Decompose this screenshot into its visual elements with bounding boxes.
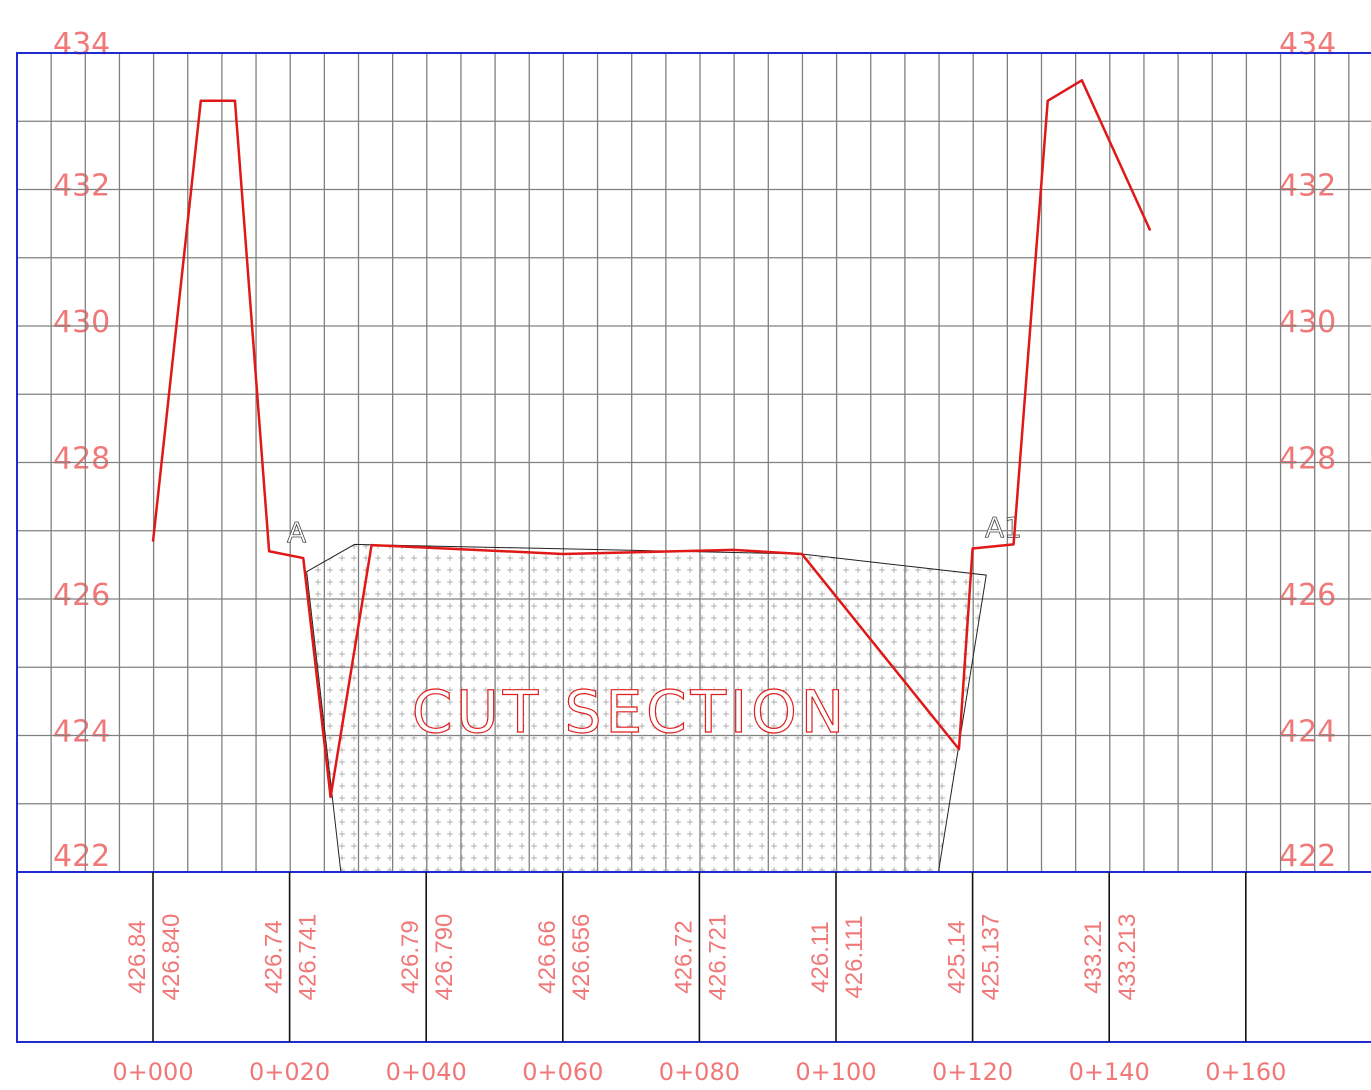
chainage-tick-label: 0+020 (249, 1058, 330, 1086)
cut-section-label: CUT SECTION (412, 678, 848, 746)
elevation-table-frame (16, 871, 1371, 1043)
design-elevation-label: 426.111 (841, 915, 868, 998)
elevation-tick-label: 426 (1279, 578, 1336, 613)
existing-elevation-label: 426.66 (534, 920, 561, 993)
elevation-tick-label: 432 (53, 169, 110, 204)
elevation-tick-label: 428 (1279, 442, 1336, 477)
design-elevation-label: 426.840 (158, 914, 185, 1001)
chainage-tick-label: 0+160 (1205, 1058, 1286, 1086)
elevation-table: 426.84 426.840 426.74 426.741 426.79 426.790 4… (16, 871, 1371, 1043)
elevation-tick-label: 434 (1279, 27, 1336, 62)
chainage-labels: 0+000 0+020 0+040 0+060 0+080 0+100 0+120 0+140… (112, 1058, 1286, 1086)
existing-elevation-label: 426.79 (397, 920, 424, 993)
chainage-tick-label: 0+100 (795, 1058, 876, 1086)
existing-elevation-label: 426.72 (670, 920, 697, 993)
chainage-tick-label: 0+140 (1069, 1058, 1150, 1086)
point-label-a: A (287, 516, 306, 549)
table-values: 426.84 426.840 426.74 426.741 426.79 426.790 4… (124, 914, 1141, 1001)
existing-elevation-label: 433.21 (1080, 920, 1107, 993)
design-elevation-label: 426.741 (295, 914, 322, 1001)
chainage-tick-label: 0+060 (522, 1058, 603, 1086)
design-elevation-label: 426.790 (431, 914, 458, 1001)
chainage-tick-label: 0+000 (112, 1058, 193, 1086)
table-dividers (152, 872, 1247, 1042)
elevation-tick-label: 428 (53, 442, 110, 477)
elevation-tick-label: 430 (1279, 305, 1336, 340)
elevation-labels-left: 434 432 430 428 426 424 422 (53, 27, 110, 874)
elevation-tick-label: 424 (53, 715, 110, 750)
design-elevation-label: 433.213 (1114, 914, 1141, 1001)
design-elevation-label: 425.137 (978, 914, 1005, 1001)
elevation-tick-label: 424 (1279, 715, 1336, 750)
elevation-tick-label: 422 (1279, 839, 1336, 874)
elevation-tick-label: 426 (53, 578, 110, 613)
design-elevation-label: 426.656 (568, 914, 595, 1001)
elevation-tick-label: 430 (53, 305, 110, 340)
elevation-tick-label: 422 (53, 839, 110, 874)
ground-profile-line (151, 79, 1152, 799)
elevation-labels-right: 434 432 430 428 426 424 422 (1279, 27, 1336, 874)
design-elevation-label: 426.721 (704, 914, 731, 1001)
existing-elevation-label: 425.14 (944, 920, 971, 993)
elevation-tick-label: 434 (53, 27, 110, 62)
elevation-tick-label: 432 (1279, 169, 1336, 204)
chainage-tick-label: 0+040 (386, 1058, 467, 1086)
chainage-tick-label: 0+120 (932, 1058, 1013, 1086)
existing-elevation-label: 426.74 (261, 920, 288, 993)
existing-elevation-label: 426.84 (124, 920, 151, 993)
existing-elevation-label: 426.11 (807, 921, 834, 993)
chainage-tick-label: 0+080 (659, 1058, 740, 1086)
